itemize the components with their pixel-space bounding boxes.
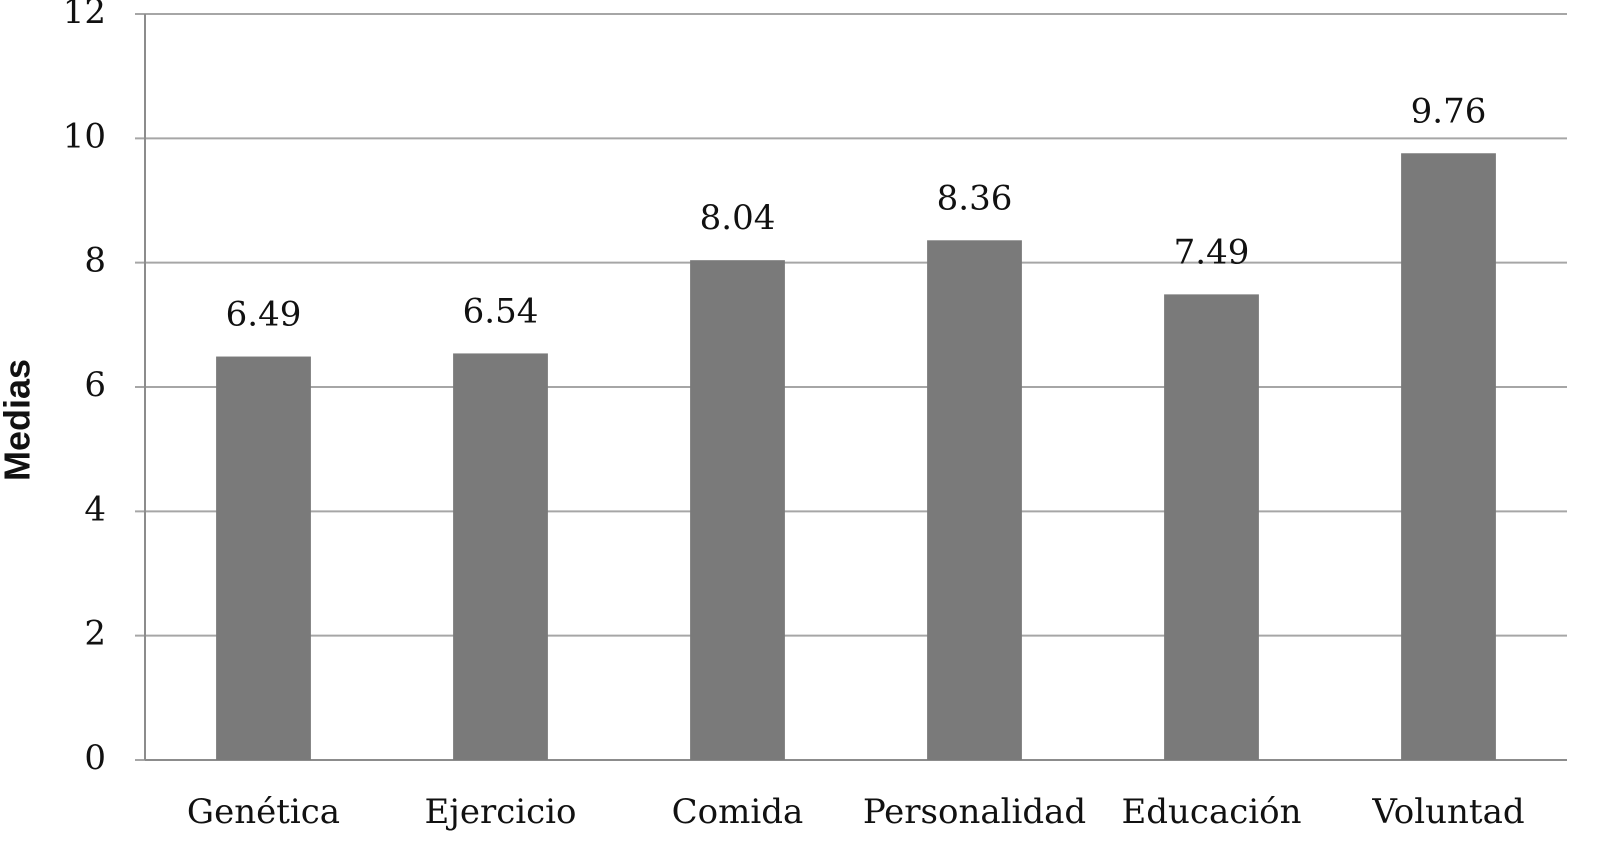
value-label: 8.04 [700,198,776,238]
x-tick-label: Educación [1121,792,1301,832]
y-axis-title: Medias [0,359,38,481]
x-tick-label: Ejercicio [424,792,576,832]
y-tick-label: 12 [63,0,106,32]
value-label: 8.36 [937,178,1013,218]
y-tick-label: 2 [84,614,106,654]
bar [1401,153,1496,761]
value-label: 6.54 [463,291,539,331]
bar [690,260,785,760]
y-tick-label: 8 [84,241,106,281]
y-tick-label: 10 [63,116,106,156]
value-label: 7.49 [1174,232,1250,272]
bar [216,356,311,760]
x-tick-label: Comida [672,792,804,832]
y-tick-label: 0 [84,738,106,778]
x-tick-label: Genética [187,792,340,832]
y-tick-label: 4 [84,489,106,529]
y-tick-label: 6 [84,365,106,405]
x-tick-label: Voluntad [1371,792,1524,832]
bar [1164,294,1259,760]
bar [453,353,548,760]
bar [927,240,1022,760]
value-label: 9.76 [1411,91,1487,131]
x-tick-label: Personalidad [863,792,1086,832]
value-label: 6.49 [226,295,302,335]
